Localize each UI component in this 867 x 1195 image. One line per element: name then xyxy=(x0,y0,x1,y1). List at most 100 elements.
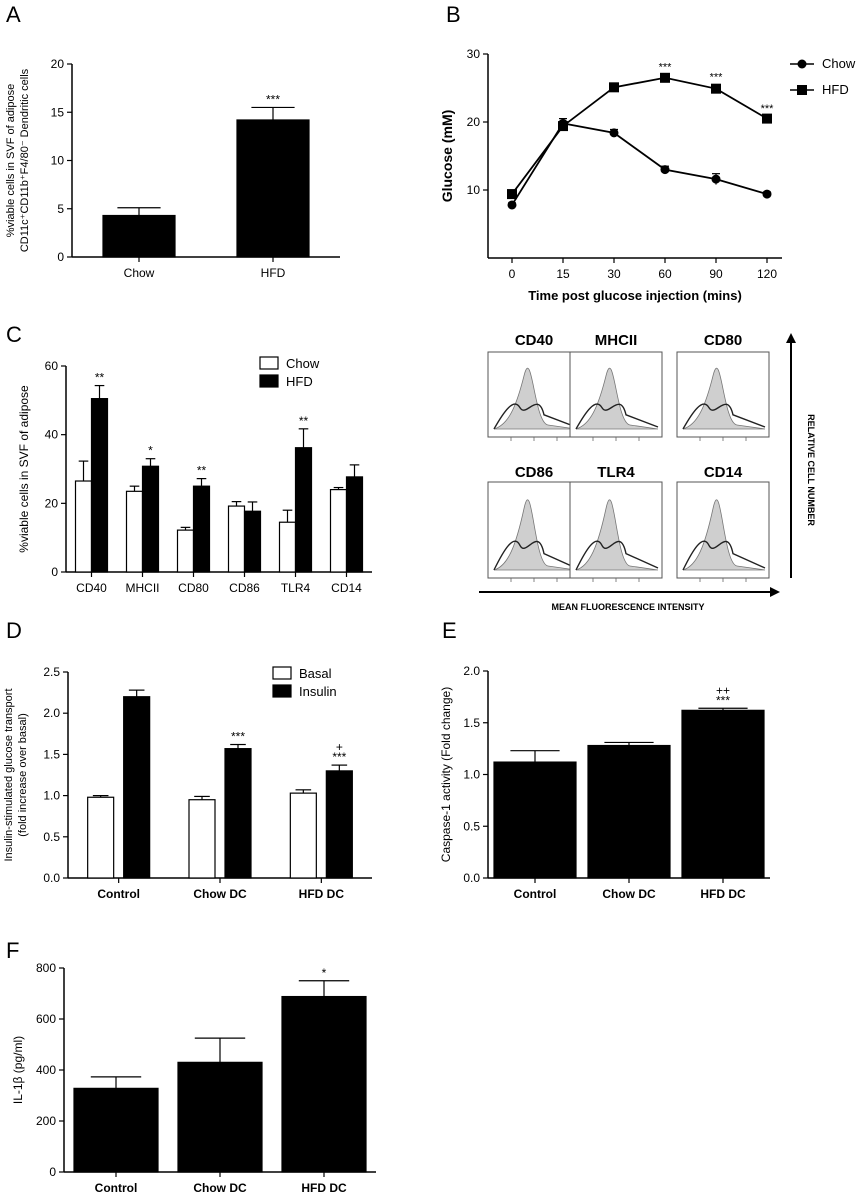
y-tick-label: 400 xyxy=(36,1063,56,1077)
x-tick-label: HFD DC xyxy=(299,887,345,901)
x-tick-label: HFD DC xyxy=(301,1181,347,1195)
data-point xyxy=(507,189,517,200)
y-axis-label-line2: CD11c⁺CD11b⁺F4/80⁻ Dendritic cells xyxy=(19,68,31,252)
legend-marker xyxy=(797,59,807,69)
legend-swatch xyxy=(259,374,279,388)
x-tick-label: 15 xyxy=(556,267,570,281)
y-tick-label: 600 xyxy=(36,1012,56,1026)
significance-label: *** xyxy=(332,750,346,764)
histogram-label: CD80 xyxy=(704,332,742,349)
data-point xyxy=(660,165,670,175)
panel-letter-d: D xyxy=(6,618,22,643)
histogram-curve-outline xyxy=(682,540,766,571)
y-tick-label: 10 xyxy=(51,154,65,168)
data-point xyxy=(609,82,619,93)
bar xyxy=(192,485,211,573)
x-tick-label: 120 xyxy=(757,267,777,281)
x-tick-label: Control xyxy=(97,887,140,901)
significance-label: *** xyxy=(716,693,730,707)
series-line xyxy=(511,122,768,206)
series-line xyxy=(511,76,768,195)
y-tick-label: 1.5 xyxy=(43,747,60,761)
histogram-curve-shaded xyxy=(493,499,577,571)
histogram-curve-shaded xyxy=(575,367,659,430)
bar xyxy=(681,709,765,879)
bar xyxy=(227,505,246,573)
histogram-label: MHCII xyxy=(595,332,638,349)
bar xyxy=(141,465,160,573)
significance-label: + xyxy=(336,740,343,754)
x-tick-label: 90 xyxy=(709,267,723,281)
significance-label: ** xyxy=(299,414,309,428)
x-tick-label: CD86 xyxy=(229,581,260,595)
y-axis-label: Caspase-1 activity (Fold change) xyxy=(439,687,453,862)
chart-panel-f: 0 200 400 600 800 Control Chow DC HFD DC * IL-1β … xyxy=(11,961,376,1195)
legend-swatch xyxy=(259,356,279,370)
panel-letter-e: E xyxy=(442,618,457,643)
y-tick-label: 5 xyxy=(57,202,64,216)
bar xyxy=(289,792,317,879)
x-tick-label: 30 xyxy=(607,267,621,281)
data-point xyxy=(507,200,517,210)
y-tick-label: 200 xyxy=(36,1114,56,1128)
y-tick-label: 1.0 xyxy=(43,789,60,803)
histogram-x-axis-label: MEAN FLUORESCENCE INTENSITY xyxy=(551,602,704,612)
bar xyxy=(281,995,367,1173)
x-tick-label: Chow xyxy=(124,266,155,280)
y-tick-label: 20 xyxy=(51,57,65,71)
significance-label: *** xyxy=(659,61,673,73)
histogram-curve-shaded xyxy=(493,367,577,430)
y-axis-label: %viable cells in SVF of adipose xyxy=(17,385,31,553)
chart-panel-a: 0 5 10 15 20 Chow HFD *** %viable cells in SVF o… xyxy=(5,57,340,280)
y-axis-arrowhead xyxy=(786,333,796,343)
bar xyxy=(87,796,115,879)
y-tick-label: 1.5 xyxy=(463,716,480,730)
x-tick-label: CD80 xyxy=(178,581,209,595)
legend-swatch xyxy=(272,666,292,680)
y-tick-label: 40 xyxy=(45,428,59,442)
bar xyxy=(73,1087,159,1173)
x-tick-label: 60 xyxy=(658,267,672,281)
y-tick-label: 30 xyxy=(467,47,481,61)
legend-marker xyxy=(797,85,807,95)
bar xyxy=(493,761,577,879)
data-point xyxy=(711,83,721,94)
x-tick-label: HFD xyxy=(261,266,286,280)
significance-label: * xyxy=(322,966,327,980)
y-tick-label: 0 xyxy=(49,1165,56,1179)
x-tick-label: Chow DC xyxy=(193,1181,247,1195)
histogram-curve-outline xyxy=(493,540,577,571)
y-tick-label: 20 xyxy=(45,496,59,510)
data-point xyxy=(762,189,772,199)
bar xyxy=(329,489,348,573)
histogram-label: TLR4 xyxy=(597,464,635,481)
chart-panel-d: 0.0 0.5 1.0 1.5 2.0 2.5 Control Chow DC *** HFD D… xyxy=(3,665,372,901)
bar xyxy=(188,799,216,879)
histogram-curve-shaded xyxy=(682,499,766,571)
y-axis-label: Insulin-stimulated glucose transport xyxy=(3,688,15,861)
panel-letter-c: C xyxy=(6,322,22,347)
y-tick-label: 0 xyxy=(57,250,64,264)
y-tick-label: 800 xyxy=(36,961,56,975)
histogram-curve-outline xyxy=(575,403,659,430)
legend-label: Insulin xyxy=(299,684,337,699)
x-tick-label: CD14 xyxy=(331,581,362,595)
chart-panel-e: 0.0 0.5 1.0 1.5 2.0 Control Chow DC HFD DC ***++… xyxy=(439,664,770,901)
y-tick-label: 1.0 xyxy=(463,768,480,782)
y-tick-label: 0.0 xyxy=(463,871,480,885)
bar xyxy=(236,119,310,258)
y-axis-label: IL-1β (pg/ml) xyxy=(11,1036,25,1104)
significance-label: ++ xyxy=(716,683,730,697)
legend-label: Chow xyxy=(286,356,320,371)
y-axis-label: %viable cells in SVF of adipose xyxy=(5,84,17,237)
significance-label: *** xyxy=(761,103,775,115)
x-axis-label: Time post glucose injection (mins) xyxy=(528,288,742,303)
y-tick-label: 2.0 xyxy=(463,664,480,678)
data-point xyxy=(609,128,619,138)
histogram-label: CD86 xyxy=(515,464,553,481)
bar xyxy=(294,447,313,573)
x-tick-label: CD40 xyxy=(76,581,107,595)
y-tick-label: 0.5 xyxy=(43,830,60,844)
bar xyxy=(587,744,671,879)
